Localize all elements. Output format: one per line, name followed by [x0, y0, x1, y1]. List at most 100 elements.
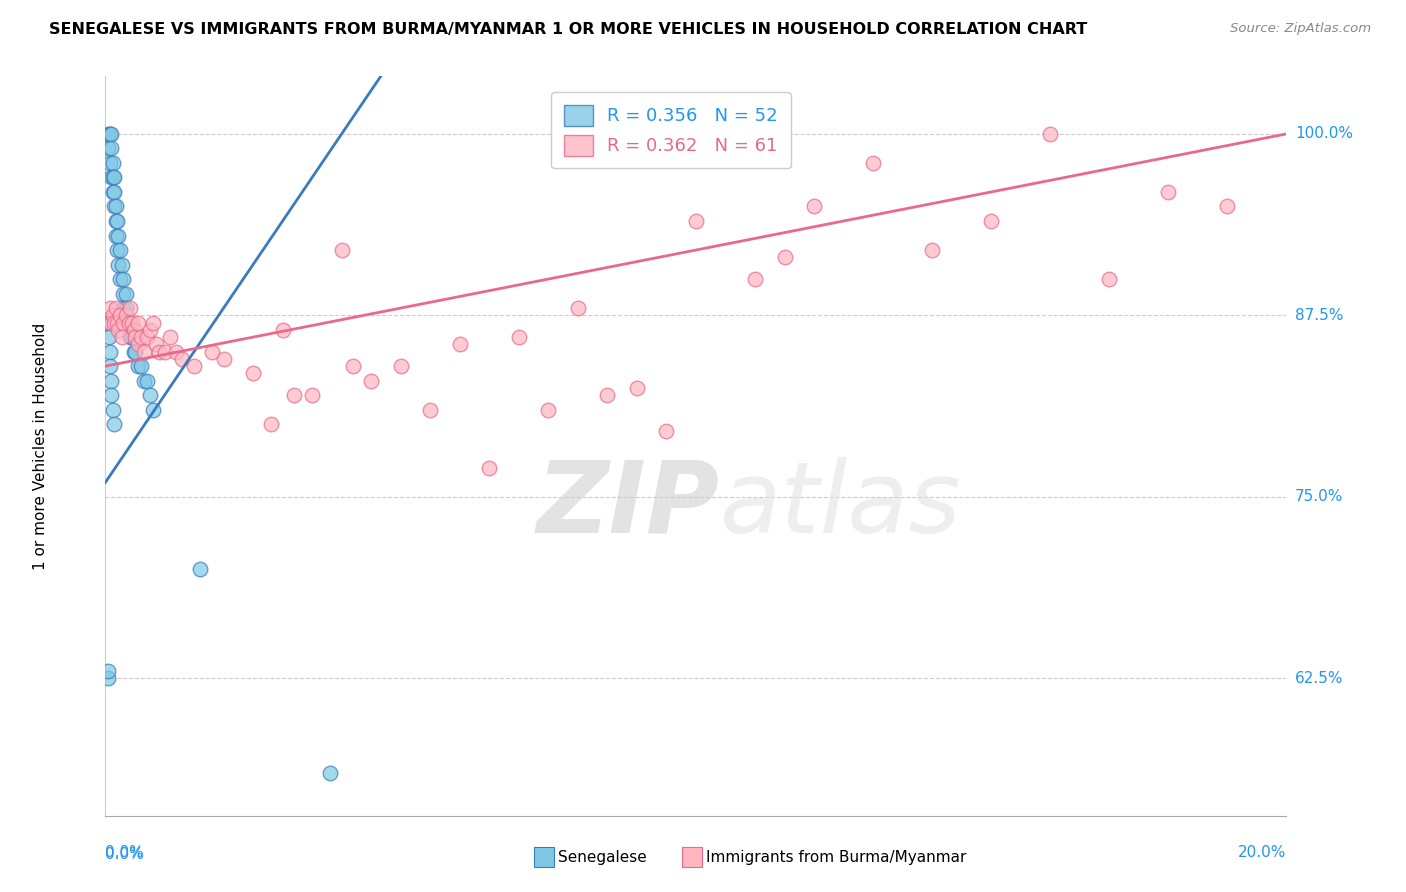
- Point: [103, 199, 125, 213]
- Point: [100, 388, 122, 402]
- Point: [98, 301, 121, 315]
- Point: [101, 185, 124, 199]
- Point: [97, 141, 120, 155]
- Text: Senegalese: Senegalese: [558, 850, 647, 864]
- Point: [1039, 127, 1062, 141]
- Point: [101, 402, 124, 417]
- Text: 0.0%: 0.0%: [105, 846, 145, 860]
- Point: [242, 367, 264, 381]
- Legend: R = 0.356   N = 52, R = 0.362   N = 61: R = 0.356 N = 52, R = 0.362 N = 61: [551, 92, 790, 169]
- Point: [100, 127, 122, 141]
- Point: [212, 351, 235, 366]
- Point: [172, 351, 194, 366]
- Text: ZIP: ZIP: [537, 457, 720, 554]
- Point: [110, 243, 132, 257]
- Point: [132, 374, 155, 388]
- Point: [419, 402, 441, 417]
- Point: [201, 344, 224, 359]
- Point: [100, 141, 122, 155]
- Point: [980, 214, 1002, 228]
- Text: SENEGALESE VS IMMIGRANTS FROM BURMA/MYANMAR 1 OR MORE VEHICLES IN HOUSEHOLD CORR: SENEGALESE VS IMMIGRANTS FROM BURMA/MYAN…: [49, 22, 1087, 37]
- Point: [121, 316, 143, 330]
- Point: [142, 316, 165, 330]
- Point: [165, 344, 187, 359]
- Point: [105, 199, 128, 213]
- Point: [98, 156, 121, 170]
- Point: [111, 330, 134, 344]
- Point: [744, 272, 766, 286]
- Point: [111, 258, 134, 272]
- Text: 1 or more Vehicles in Household: 1 or more Vehicles in Household: [32, 322, 48, 570]
- Point: [107, 228, 129, 243]
- Point: [188, 562, 211, 576]
- Text: 62.5%: 62.5%: [1295, 671, 1343, 686]
- Point: [129, 330, 152, 344]
- Point: [803, 199, 825, 213]
- Point: [301, 388, 323, 402]
- Point: [100, 170, 122, 185]
- Point: [110, 309, 132, 323]
- Text: 87.5%: 87.5%: [1295, 308, 1343, 323]
- Point: [101, 309, 124, 323]
- Point: [260, 417, 283, 432]
- Point: [862, 156, 884, 170]
- Point: [655, 425, 678, 439]
- Point: [127, 359, 149, 373]
- Point: [330, 243, 353, 257]
- Point: [112, 286, 135, 301]
- Point: [118, 316, 141, 330]
- Point: [1216, 199, 1239, 213]
- Point: [159, 330, 181, 344]
- Text: 20.0%: 20.0%: [1239, 846, 1286, 860]
- Point: [97, 316, 120, 330]
- Point: [97, 127, 120, 141]
- Point: [98, 330, 121, 344]
- Point: [105, 243, 128, 257]
- Point: [122, 323, 145, 337]
- Point: [120, 301, 142, 315]
- Point: [478, 460, 501, 475]
- Point: [124, 344, 146, 359]
- Point: [105, 228, 128, 243]
- Point: [103, 185, 125, 199]
- Point: [100, 374, 122, 388]
- Point: [129, 359, 152, 373]
- Point: [105, 214, 128, 228]
- Point: [626, 381, 648, 395]
- Point: [118, 316, 141, 330]
- Point: [105, 316, 128, 330]
- Point: [127, 316, 149, 330]
- Point: [1157, 185, 1180, 199]
- Point: [138, 323, 162, 337]
- Point: [1098, 272, 1121, 286]
- Point: [153, 344, 176, 359]
- Text: Immigrants from Burma/Myanmar: Immigrants from Burma/Myanmar: [706, 850, 966, 864]
- Point: [449, 337, 471, 351]
- Point: [138, 388, 162, 402]
- Point: [98, 359, 121, 373]
- Point: [103, 316, 125, 330]
- Point: [921, 243, 943, 257]
- Point: [567, 301, 589, 315]
- Text: 100.0%: 100.0%: [1295, 127, 1353, 142]
- Point: [115, 309, 138, 323]
- Point: [98, 344, 121, 359]
- Point: [103, 170, 125, 185]
- Point: [107, 323, 129, 337]
- Point: [121, 330, 143, 344]
- Point: [537, 402, 560, 417]
- Point: [124, 330, 146, 344]
- Point: [148, 344, 170, 359]
- Text: atlas: atlas: [720, 457, 962, 554]
- Point: [122, 344, 145, 359]
- Point: [319, 765, 342, 780]
- Point: [100, 316, 122, 330]
- Point: [112, 272, 135, 286]
- Point: [773, 250, 796, 264]
- Point: [112, 316, 135, 330]
- Point: [132, 344, 155, 359]
- Point: [360, 374, 382, 388]
- Point: [685, 214, 707, 228]
- Text: 0.0%: 0.0%: [105, 847, 145, 862]
- Point: [283, 388, 305, 402]
